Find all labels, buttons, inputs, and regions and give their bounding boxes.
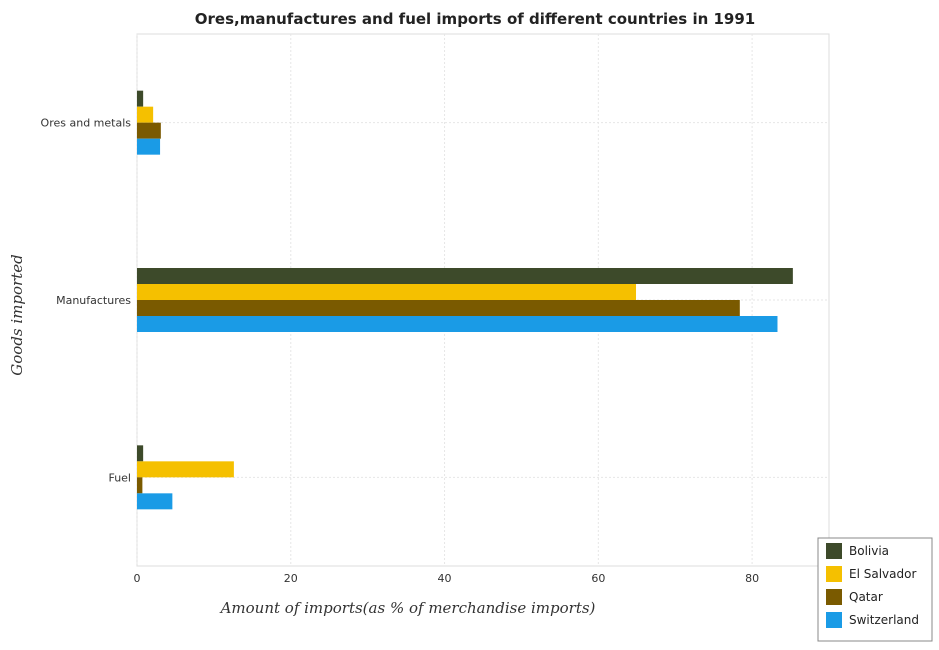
bar-qatar — [137, 300, 740, 316]
legend-swatch — [826, 543, 842, 559]
legend-label: Qatar — [849, 590, 883, 604]
bar-bolivia — [137, 445, 144, 462]
legend-label: Bolivia — [849, 544, 889, 558]
y-tick-label: Manufactures — [56, 294, 131, 307]
legend: Bolivia El Salvador Qatar Switzerland — [817, 537, 933, 642]
bar-bolivia — [137, 268, 793, 284]
x-axis-label: Amount of imports(as % of merchandise im… — [219, 599, 596, 617]
chart-title: Ores,manufactures and fuel imports of di… — [195, 10, 755, 28]
bar-el-salvador — [137, 106, 154, 123]
y-tick-label: Fuel — [108, 471, 131, 484]
x-tick-label: 80 — [745, 572, 759, 585]
legend-swatch — [826, 589, 842, 605]
x-tick-label: 60 — [591, 572, 605, 585]
bar-switzerland — [137, 316, 778, 332]
bar-switzerland — [137, 493, 173, 510]
y-tick-label: Ores and metals — [41, 117, 132, 130]
bar-el-salvador — [137, 284, 637, 300]
bar-qatar — [137, 122, 161, 139]
bar-el-salvador — [137, 461, 234, 478]
x-tick-label: 0 — [134, 572, 141, 585]
bar-bolivia — [137, 90, 144, 107]
legend-swatch — [826, 612, 842, 628]
axis-ticks: 0 20 40 60 80 Ores and metals Manufactures Fuel — [41, 117, 760, 585]
legend-label: El Salvador — [849, 567, 916, 581]
y-axis-label: Goods imported — [8, 254, 26, 375]
legend-swatch — [826, 566, 842, 582]
bars — [137, 90, 793, 510]
legend-label: Switzerland — [849, 613, 919, 627]
bar-qatar — [137, 477, 143, 494]
x-tick-label: 20 — [284, 572, 298, 585]
bar-switzerland — [137, 138, 161, 155]
x-tick-label: 40 — [438, 572, 452, 585]
